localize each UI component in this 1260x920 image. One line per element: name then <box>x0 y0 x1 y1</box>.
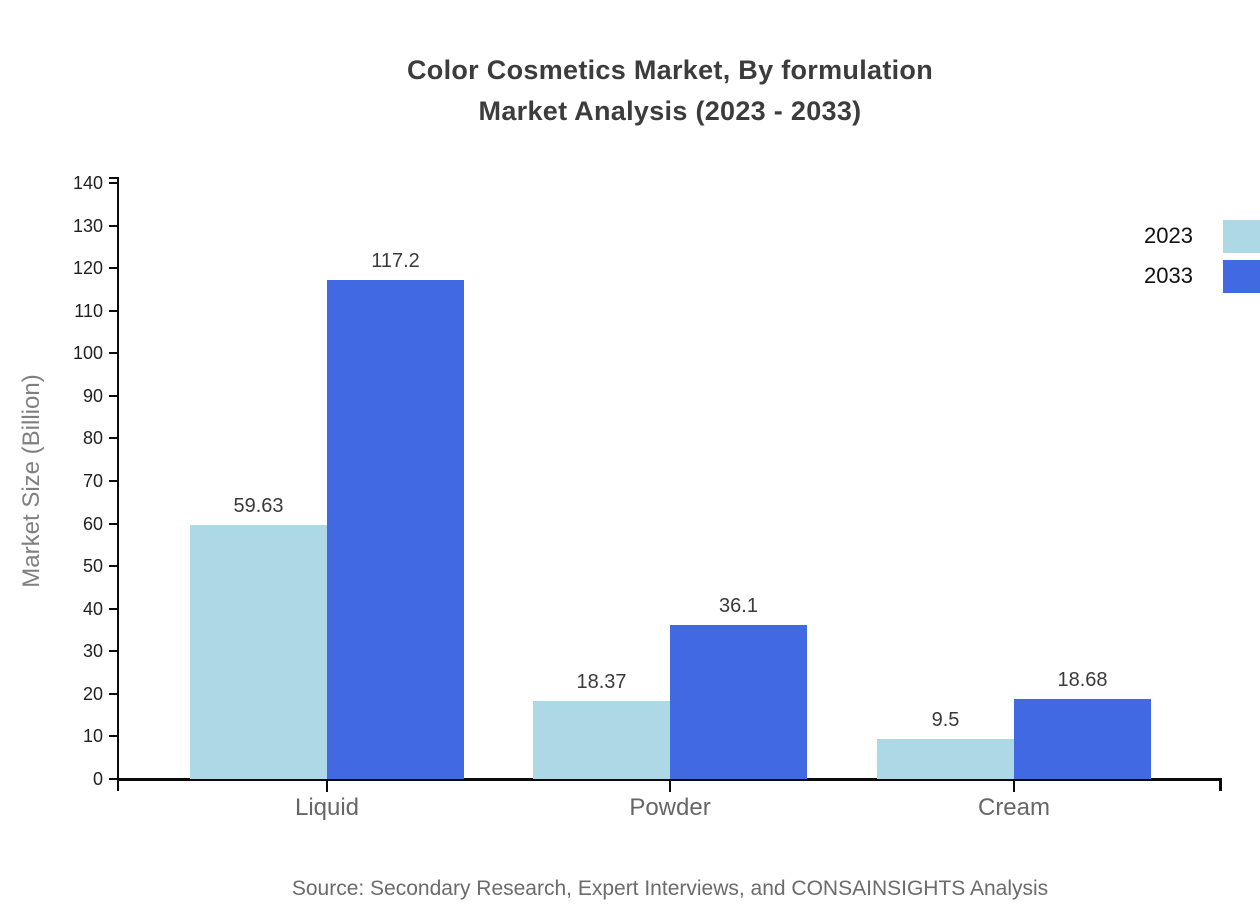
y-tick-10 <box>109 735 118 738</box>
y-tick-label-110: 110 <box>74 300 103 321</box>
chart-title-line2: Market Analysis (2023 - 2033) <box>478 96 862 126</box>
y-tick-0 <box>109 778 118 780</box>
y-tick-60 <box>109 522 118 525</box>
y-tick-label-30: 30 <box>82 641 103 662</box>
value-label-2033-liquid: 117.2 <box>371 250 420 273</box>
y-tick-label-70: 70 <box>82 471 103 491</box>
legend-swatch-2033 <box>1223 259 1260 293</box>
value-label-2023-cream: 9.5 <box>931 708 960 731</box>
y-tick-130 <box>109 224 118 227</box>
y-tick-label-90: 90 <box>82 385 103 406</box>
legend-item-2023: 2023 <box>1144 219 1260 253</box>
y-tick-70 <box>109 480 118 482</box>
x-tick-powder <box>669 779 671 792</box>
value-label-2033-powder: 36.1 <box>719 595 758 618</box>
source-note: Source: Secondary Research, Expert Inter… <box>291 877 1049 900</box>
y-tick-40 <box>109 607 118 610</box>
legend-label-2033: 2033 <box>1144 263 1193 288</box>
chart-title: Color Cosmetics Market, By formulation M… <box>80 50 1260 132</box>
bar-2023-liquid <box>190 525 327 779</box>
y-tick-label-40: 40 <box>82 598 103 619</box>
y-tick-label-10: 10 <box>82 726 103 747</box>
y-tick-label-100: 100 <box>72 343 103 364</box>
x-axis-label-liquid: Liquid <box>294 794 360 821</box>
y-tick-80 <box>109 437 118 440</box>
y-tick-140 <box>109 182 118 184</box>
y-tick-120 <box>109 267 118 270</box>
y-tick-label-20: 20 <box>82 683 103 704</box>
value-label-2023-liquid: 59.63 <box>233 495 284 518</box>
legend-label-2023: 2023 <box>1144 223 1193 248</box>
y-tick-30 <box>109 650 118 653</box>
y-tick-label-130: 130 <box>72 215 103 236</box>
y-axis-cap <box>109 177 118 179</box>
y-tick-110 <box>109 309 118 312</box>
y-tick-label-0: 0 <box>92 769 103 789</box>
y-axis-spine <box>117 177 119 791</box>
y-tick-100 <box>109 352 118 355</box>
x-tick-liquid <box>326 779 328 792</box>
y-tick-label-80: 80 <box>82 428 103 449</box>
y-tick-50 <box>109 565 118 568</box>
y-tick-90 <box>109 394 118 397</box>
x-axis-label-powder: Powder <box>629 794 711 821</box>
x-axis-label-cream: Cream <box>977 794 1050 821</box>
bar-2023-powder <box>533 700 670 779</box>
legend-swatch-2023 <box>1223 219 1260 253</box>
x-axis-end-cap <box>1219 778 1222 791</box>
bar-2033-powder <box>670 625 807 779</box>
chart-title-line1: Color Cosmetics Market, By formulation <box>407 55 933 85</box>
value-label-2023-powder: 18.37 <box>576 670 627 693</box>
y-tick-20 <box>109 692 118 695</box>
bar-2023-cream <box>877 738 1014 779</box>
legend-item-2033: 2033 <box>1144 259 1260 293</box>
y-tick-label-50: 50 <box>82 556 103 577</box>
legend: 2023 2033 <box>1144 219 1260 299</box>
x-tick-cream <box>1013 779 1015 792</box>
y-tick-label-140: 140 <box>72 173 103 193</box>
y-tick-label-60: 60 <box>82 513 103 534</box>
y-tick-label-120: 120 <box>72 258 103 279</box>
bar-2033-liquid <box>327 280 464 779</box>
value-label-2033-cream: 18.68 <box>1057 669 1108 692</box>
bar-2033-cream <box>1014 699 1151 779</box>
